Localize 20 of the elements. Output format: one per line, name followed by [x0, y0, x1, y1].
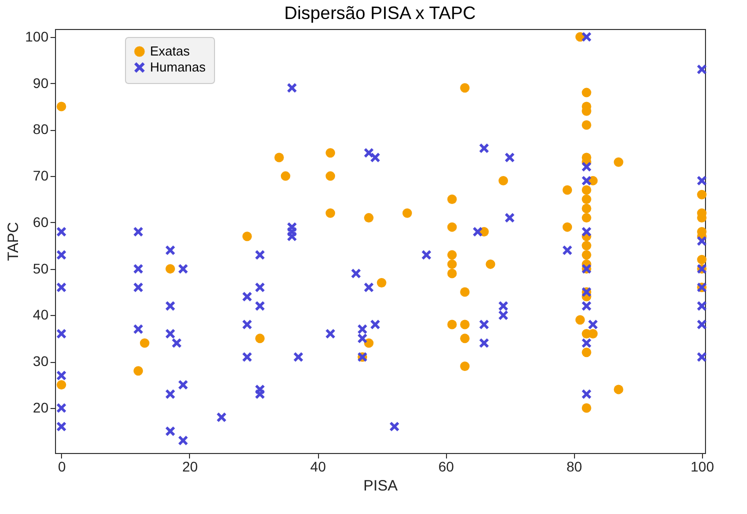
y-tick-label: 40 — [32, 306, 49, 323]
y-tick-label: 20 — [32, 400, 49, 416]
y-tick-label: 90 — [32, 74, 49, 91]
y-tick-label: 80 — [32, 121, 49, 138]
y-tick-label: 30 — [32, 353, 49, 370]
x-tick-label: 80 — [566, 458, 582, 474]
y-tick-label: 70 — [32, 168, 49, 184]
chart-title: Dispersão PISA x TAPC — [284, 3, 476, 23]
x-tick-label: 60 — [438, 458, 454, 474]
x-axis-title: PISA — [363, 478, 398, 494]
x-tick-label: 20 — [182, 458, 198, 474]
x-tick-label: 0 — [58, 458, 66, 474]
legend-label: Humanas — [150, 60, 206, 74]
x-tick-label: 40 — [310, 458, 326, 474]
legend-label: Exatas — [150, 44, 190, 58]
x-tick-label: 100 — [690, 458, 714, 474]
y-tick-label: 100 — [25, 28, 49, 44]
y-axis-title: TAPC — [5, 222, 22, 261]
y-tick-label: 50 — [32, 260, 49, 276]
y-tick-label: 60 — [32, 214, 49, 230]
